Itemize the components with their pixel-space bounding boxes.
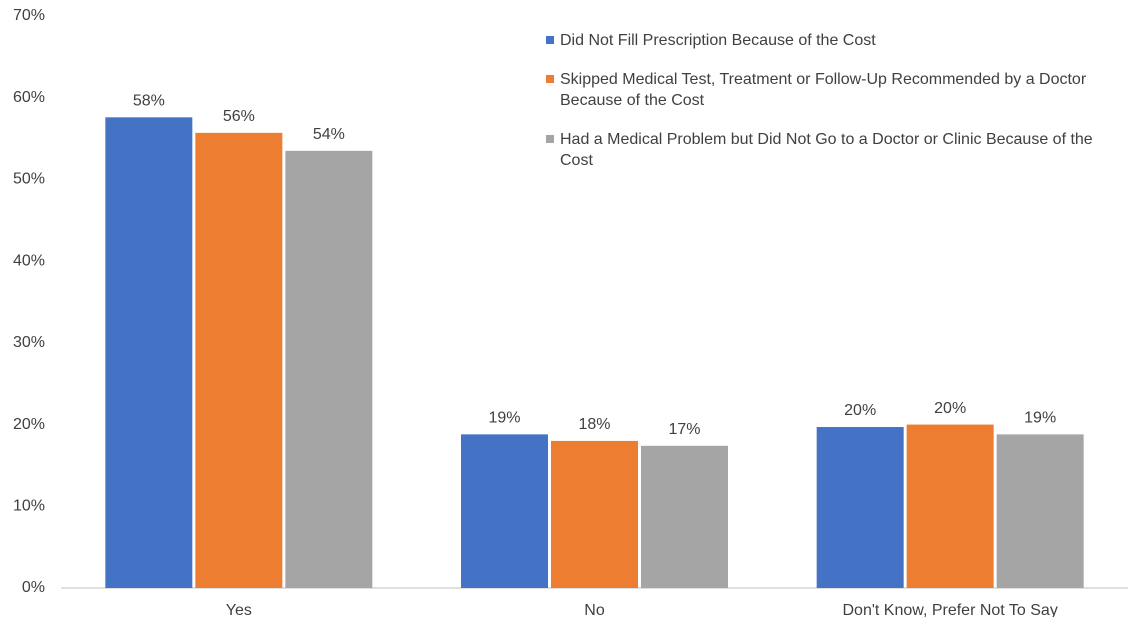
value-label: 19% [488, 410, 520, 427]
bar [195, 132, 283, 588]
value-label: 17% [668, 421, 700, 438]
value-label: 20% [844, 402, 876, 419]
y-tick-label: 50% [13, 171, 45, 188]
bar [551, 440, 638, 588]
legend-entry: Did Not Fill Prescription Because of the… [546, 30, 1096, 51]
y-tick-label: 20% [13, 416, 45, 433]
y-tick-label: 70% [13, 7, 45, 24]
legend-label: Had a Medical Problem but Did Not Go to … [560, 131, 1093, 169]
legend-label: Did Not Fill Prescription Because of the… [560, 32, 876, 49]
value-label: 20% [934, 400, 966, 417]
bar [105, 117, 193, 588]
bar [461, 434, 548, 588]
bar [996, 434, 1084, 588]
legend-entry: Had a Medical Problem but Did Not Go to … [546, 129, 1096, 171]
y-tick-label: 10% [13, 498, 45, 515]
x-tick-label: Yes [226, 602, 252, 617]
legend-swatch [546, 36, 554, 44]
bar [816, 427, 904, 588]
legend-label: Skipped Medical Test, Treatment or Follo… [560, 71, 1087, 109]
value-label: 58% [133, 93, 165, 110]
bar [641, 445, 728, 588]
y-tick-label: 40% [13, 252, 45, 269]
x-tick-label: No [584, 602, 605, 617]
bar [285, 150, 373, 589]
x-tick-label: Don't Know, Prefer Not To Say [843, 602, 1058, 617]
value-label: 18% [578, 416, 610, 433]
legend-swatch [546, 75, 554, 83]
value-label: 56% [223, 108, 255, 125]
legend: Did Not Fill Prescription Because of the… [546, 30, 1096, 189]
legend-entry: Skipped Medical Test, Treatment or Follo… [546, 69, 1096, 111]
bar [906, 424, 994, 588]
y-tick-label: 30% [13, 334, 45, 351]
value-label: 54% [313, 126, 345, 143]
legend-swatch [546, 135, 554, 143]
y-tick-label: 0% [22, 579, 45, 596]
y-tick-label: 60% [13, 89, 45, 106]
value-label: 19% [1024, 410, 1056, 427]
